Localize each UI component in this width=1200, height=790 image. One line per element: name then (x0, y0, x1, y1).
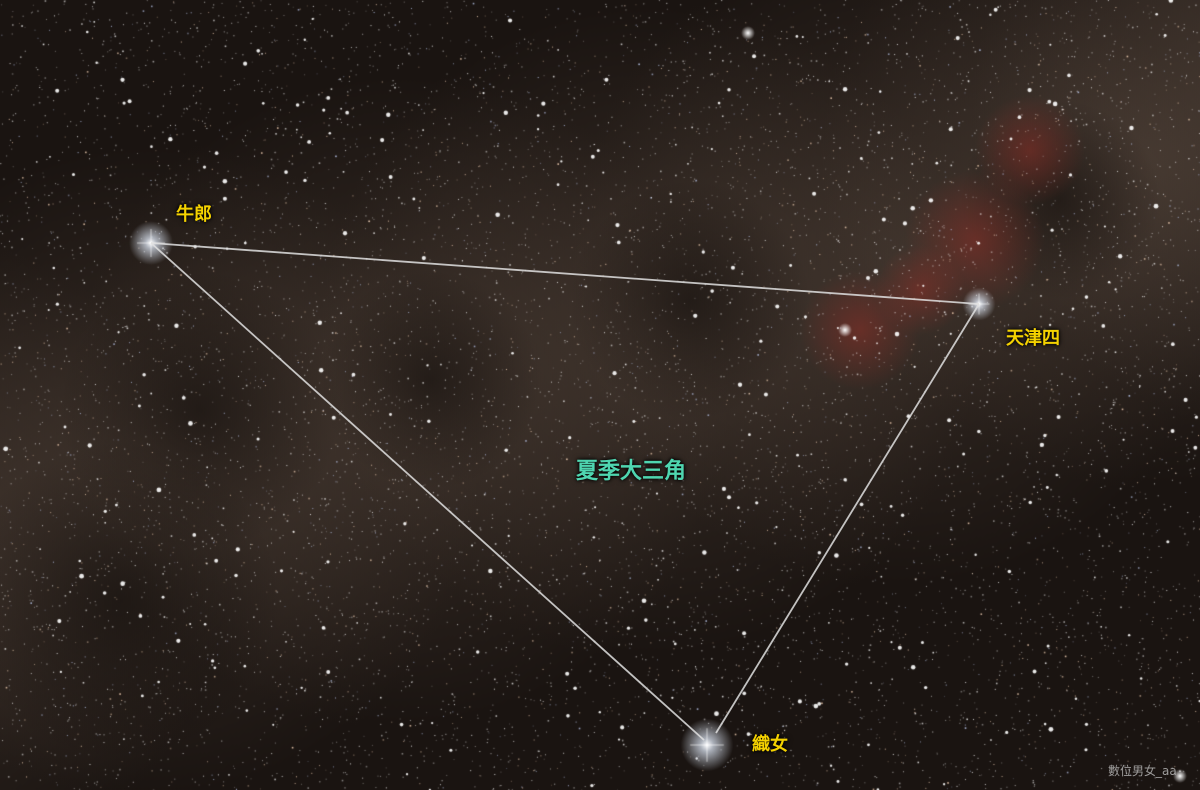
line-vega-altair (150, 242, 705, 741)
star-label-deneb: 天津四 (1006, 328, 1060, 349)
asterism-title: 夏季大三角 (576, 459, 687, 484)
triangle-lines (150, 242, 980, 741)
star-label-altair: 牛郎 (176, 204, 212, 225)
star-label-vega: 織女 (752, 734, 788, 755)
watermark-text: 數位男女_aa (1108, 764, 1177, 778)
line-deneb-vega (715, 303, 980, 734)
line-altair-deneb (150, 242, 980, 305)
